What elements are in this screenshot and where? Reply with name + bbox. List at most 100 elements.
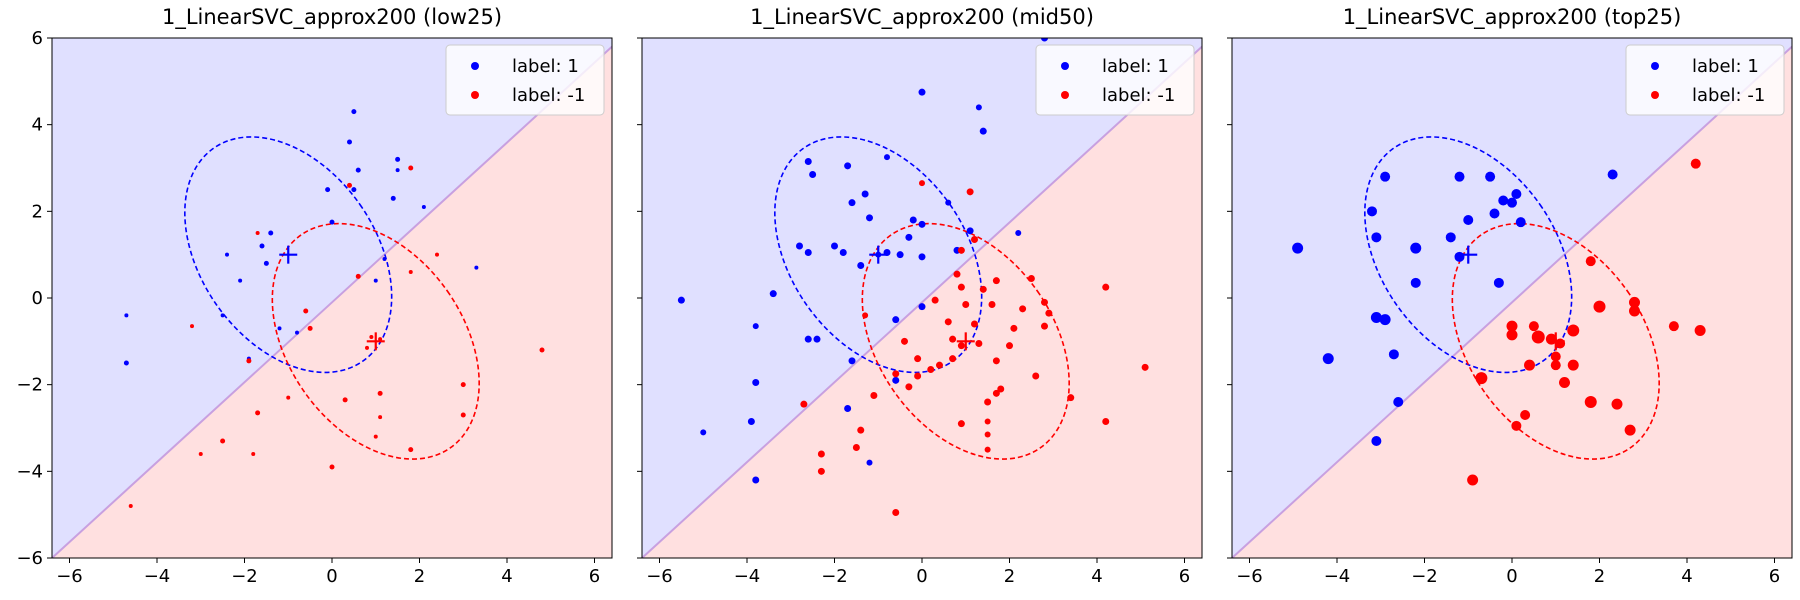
subplot-2: −6 −4 −2 0 2 4 6 1_LinearSVC_approx200 (mid50) l…: [637, 5, 1203, 587]
data-point: [238, 278, 243, 283]
legend-marker: [471, 62, 479, 70]
x-tick-label: 4: [1091, 566, 1102, 587]
data-point: [957, 283, 965, 291]
x-tick-label: −6: [56, 566, 83, 587]
series-1: [1292, 169, 1618, 446]
data-point: [1041, 322, 1048, 330]
data-point: [1102, 283, 1110, 291]
data-point: [1550, 351, 1561, 362]
data-point: [1393, 397, 1404, 407]
covariance-ellipse-2: [1451, 222, 1660, 460]
data-point: [1493, 277, 1504, 288]
legend-label: label: -1: [512, 85, 585, 106]
data-point: [355, 167, 361, 173]
data-point: [918, 88, 926, 96]
data-point: [263, 260, 269, 266]
data-point: [395, 168, 400, 173]
data-point: [342, 397, 348, 403]
legend-box: [445, 44, 605, 116]
data-point: [225, 252, 229, 257]
y-tick-label: −4: [16, 461, 43, 482]
data-point: [1388, 349, 1399, 360]
data-point: [1454, 171, 1465, 182]
data-point: [861, 190, 869, 198]
center-marker-1: [279, 245, 298, 264]
data-point: [351, 187, 357, 193]
x-tick-label: 2: [414, 566, 425, 587]
y-tick-label: 4: [32, 115, 43, 136]
data-point: [1410, 242, 1422, 254]
data-point: [1559, 377, 1570, 388]
data-point: [259, 243, 265, 249]
data-point: [918, 220, 926, 228]
data-point: [1141, 363, 1149, 371]
data-point: [1379, 314, 1391, 326]
data-point: [190, 324, 194, 329]
data-point: [1550, 360, 1561, 371]
data-point: [251, 452, 256, 456]
x-tick-label: 0: [1506, 566, 1517, 587]
x-tick-label: 4: [501, 566, 512, 587]
data-point: [896, 251, 904, 259]
x-tick-label: −6: [1236, 566, 1263, 587]
data-point: [1371, 232, 1382, 243]
data-point: [378, 337, 383, 342]
data-point: [128, 504, 133, 508]
data-point: [460, 412, 466, 418]
data-point: [752, 379, 760, 386]
data-point: [1690, 158, 1701, 169]
data-point: [905, 383, 913, 391]
legend-label: label: -1: [1102, 85, 1175, 106]
legend-marker: [1061, 62, 1069, 70]
data-point: [677, 296, 685, 304]
center-marker-2: [1546, 332, 1565, 351]
y-tick-label: 0: [32, 288, 43, 309]
data-point: [884, 154, 890, 161]
series-2: [800, 180, 1149, 516]
data-point: [1498, 195, 1509, 206]
data-point: [1027, 275, 1035, 282]
data-point: [1454, 251, 1465, 262]
data-point: [1506, 329, 1518, 341]
legend-marker: [1061, 91, 1069, 99]
data-point: [752, 323, 759, 330]
data-point: [382, 257, 387, 261]
data-point: [347, 139, 352, 145]
data-point: [474, 265, 479, 270]
data-point: [1694, 325, 1706, 336]
data-point: [892, 509, 900, 516]
data-point: [752, 476, 760, 484]
data-point: [1531, 330, 1545, 344]
center-marker-1: [869, 245, 888, 264]
data-point: [870, 392, 878, 399]
covariance-ellipse-2: [271, 222, 480, 460]
plot-area: [52, 38, 612, 558]
data-point: [848, 357, 856, 365]
data-point: [1515, 217, 1526, 228]
data-point: [351, 109, 357, 115]
data-point: [365, 345, 369, 350]
x-tick-label: −4: [144, 566, 171, 587]
data-point: [408, 447, 414, 453]
data-point: [839, 249, 847, 256]
data-point: [1010, 324, 1018, 332]
legend-box: [1625, 44, 1785, 116]
data-point: [435, 252, 439, 257]
data-point: [1506, 320, 1518, 332]
data-point: [992, 389, 1000, 397]
data-point: [1624, 424, 1636, 436]
subplot-1: −6 −4 −2 0 2 4 6 −6 −4 −2 0 2 4 6 1_LinearSVC_approx20…: [16, 5, 613, 587]
decision-boundary: [52, 45, 612, 558]
data-point: [957, 342, 965, 350]
covariance-ellipse-1: [184, 136, 393, 374]
data-point: [992, 277, 1000, 285]
data-point: [198, 452, 203, 456]
data-point: [975, 104, 982, 111]
data-point: [892, 316, 900, 324]
data-point: [866, 459, 873, 466]
legend-marker: [1651, 62, 1659, 70]
center-marker-1: [1459, 245, 1478, 264]
data-point: [945, 199, 952, 206]
legend-marker: [1651, 91, 1659, 99]
